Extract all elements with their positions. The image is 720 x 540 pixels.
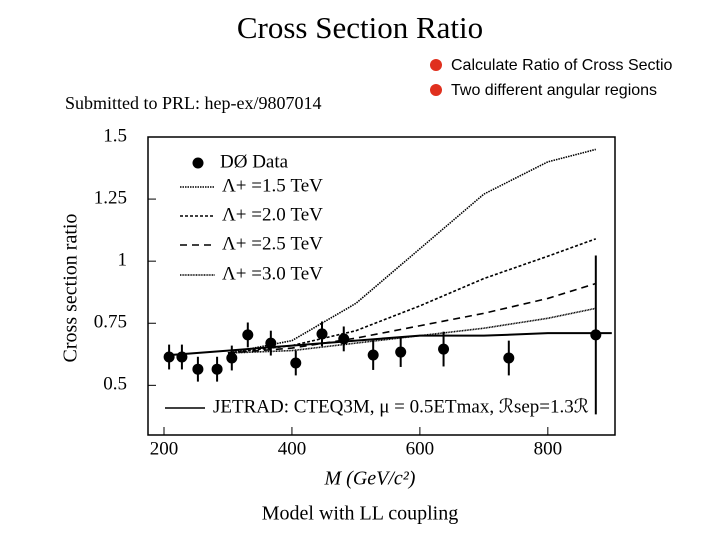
plot-frame [147,136,616,436]
bullet: Calculate Ratio of Cross Sectio [451,57,673,74]
model-line [227,238,597,354]
data-point [503,352,515,364]
data-point [316,328,328,340]
bullet-dot [430,59,442,71]
data-point [367,349,379,361]
data-point [438,343,450,355]
data-point [395,346,407,358]
model-line [227,282,597,354]
y-axis-title: Cross section ratio [60,214,82,363]
y-tick-label: 0.5 [103,374,127,395]
legend-label: Λ+ =2.5 TeV [222,233,323,254]
legend-label: JETRAD: CTEQ3M, μ = 0.5ETmax, ℛsep=1.3ℛ [213,396,589,417]
data-point [226,352,238,364]
legend-label: DØ Data [220,151,289,172]
bullet-dot [430,84,442,96]
y-tick-label: 1 [118,250,128,271]
slide-title: Cross Section Ratio [237,10,483,45]
bullet: Two different angular regions [451,82,657,99]
data-point [242,329,254,341]
data-point [290,357,302,369]
y-tick-label: 1.25 [94,187,127,208]
x-tick-label: 600 [406,438,435,459]
x-tick-label: 800 [534,438,563,459]
model-line [227,148,597,354]
data-point [590,329,602,341]
legend-label: Λ+ =2.0 TeV [222,204,323,225]
data-point [211,363,223,375]
x-tick-label: 200 [150,438,179,459]
plot-area [163,148,612,415]
model-line [163,332,612,357]
legend-label: Λ+ =3.0 TeV [222,263,323,284]
y-tick-label: 1.5 [103,125,127,146]
y-tick-label: 0.75 [94,312,127,333]
x-tick-label: 400 [278,438,307,459]
legend-marker [192,157,204,169]
subtitle: Submitted to PRL: hep-ex/9807014 [65,93,322,113]
legend-label: Λ+ =1.5 TeV [222,175,323,196]
data-point [192,363,204,375]
x-axis-title: M (GeV/c²) [324,468,416,490]
caption: Model with LL coupling [262,503,458,525]
data-point [163,351,175,363]
